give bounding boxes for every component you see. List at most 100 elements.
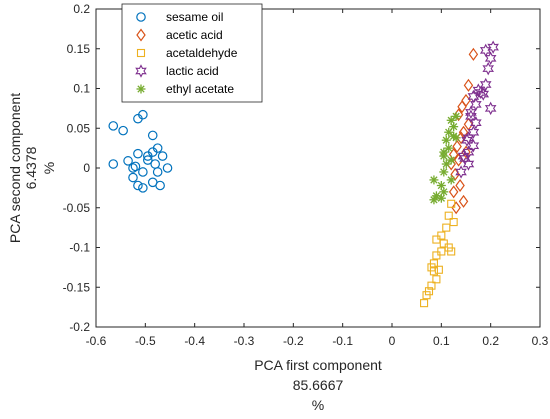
ethyl-acetate-point (429, 175, 439, 185)
lactic-acid-point (459, 151, 471, 166)
acetaldehyde-point (420, 299, 429, 308)
y-tick-label: -0.2 (69, 320, 90, 334)
ethyl-acetate-point (441, 159, 451, 169)
sesame-oil-point (108, 159, 119, 169)
legend-label-sesame-oil: sesame oil (166, 10, 223, 24)
x-tick-label: 0.1 (433, 334, 450, 348)
legend-label-acetaldehyde: acetaldehyde (166, 46, 238, 60)
ethyl-acetate-point (436, 193, 446, 203)
sesame-oil-point (128, 172, 138, 183)
ethyl-acetate-point (446, 175, 456, 185)
legend-marker-acetaldehyde (136, 48, 146, 58)
sesame-oil-point (157, 151, 168, 161)
legend-marker-sesame-oil (136, 12, 146, 22)
lactic-acid-point (470, 115, 482, 130)
y-axis-ticks: -0.2 -0.15 -0.1 -0.05 0 0.05 0.1 0.15 0.2 (63, 2, 540, 334)
lactic-acid-point (467, 125, 480, 139)
acetic-acid-point (457, 100, 467, 114)
sesame-oil-point (118, 125, 128, 136)
legend-label-ethyl-acetate: ethyl acetate (166, 82, 234, 96)
x-tick-label: 0.3 (532, 334, 549, 348)
x-axis-ticks: -0.6 -0.5 -0.4 -0.3 -0.2 -0.1 0 0.1 0.2 0.3 (86, 9, 549, 348)
x-tick-label: -0.4 (184, 334, 205, 348)
legend-marker-ethyl-acetate (136, 84, 146, 94)
sesame-oil-point (108, 121, 119, 131)
acetaldehyde-point (447, 247, 456, 256)
lactic-acid-point (487, 40, 499, 54)
sesame-oil-point (130, 161, 141, 172)
ethyl-acetate-point (449, 131, 459, 141)
ethyl-acetate-point (441, 135, 451, 145)
lactic-acid-point (455, 165, 467, 179)
ethyl-acetate-point (444, 127, 454, 137)
x-tick-label: -0.5 (135, 334, 156, 348)
x-axis-label-line-2: 85.6667 (293, 377, 344, 393)
acetic-acid-point (455, 178, 465, 193)
sesame-oil-point (138, 109, 148, 120)
sesame-oil-point (133, 148, 143, 159)
sesame-oil-point (138, 183, 148, 193)
acetaldehyde-point (449, 218, 458, 227)
sesame-oil-point (147, 177, 158, 188)
acetaldehyde-point (429, 267, 438, 276)
lactic-acid-point (484, 51, 497, 65)
acetaldehyde-point (422, 291, 431, 300)
acetaldehyde-point (427, 281, 436, 290)
x-tick-label: -0.6 (86, 334, 107, 348)
acetic-acid-point (451, 201, 461, 215)
legend-box (121, 3, 263, 103)
y-axis-label-line-3: % (41, 162, 57, 174)
y-axis-label-line-1: PCA second component (7, 93, 23, 243)
lactic-acid-point (465, 105, 477, 120)
acetaldehyde-point (429, 259, 438, 268)
sesame-oil-point (128, 163, 138, 173)
sesame-oil-point (143, 151, 153, 161)
y-tick-label: 0 (83, 161, 90, 175)
acetic-acid-point (458, 194, 469, 208)
sesame-oil-point (123, 156, 133, 166)
acetaldehyde-point (432, 275, 441, 284)
y-tick-label: -0.05 (63, 201, 91, 215)
x-tick-label: -0.3 (234, 334, 255, 348)
ethyl-acetate-point (429, 195, 439, 205)
lactic-acid-point (477, 87, 490, 101)
y-tick-label: 0.15 (67, 42, 91, 56)
acetaldehyde-point (434, 265, 443, 274)
ethyl-acetate-point (446, 155, 456, 165)
x-tick-label: 0 (389, 334, 396, 348)
y-tick-label: 0.1 (73, 82, 90, 96)
lactic-acid-point (467, 89, 480, 104)
acetic-acid-point (468, 47, 479, 61)
legend-label-lactic-acid: lactic acid (166, 64, 219, 78)
acetic-acid-point (448, 185, 459, 199)
acetaldehyde-point (447, 199, 456, 208)
sesame-oil-point (150, 159, 160, 169)
y-tick-label: 0.05 (67, 121, 91, 135)
y-tick-label: -0.1 (69, 241, 90, 255)
y-tick-label: 0.2 (73, 2, 90, 16)
x-tick-label: -0.2 (283, 334, 304, 348)
data-points (108, 40, 499, 308)
sesame-oil-point (152, 143, 163, 153)
x-axis-label-line-3: % (312, 397, 324, 413)
lactic-acid-point (484, 101, 497, 116)
ethyl-acetate-point (444, 143, 454, 153)
y-axis-label-line-2: 6.4378 (23, 146, 39, 189)
sesame-oil-point (138, 167, 148, 177)
acetaldehyde-point (432, 251, 441, 260)
x-tick-label: 0.2 (482, 334, 499, 348)
acetic-acid-point (452, 140, 462, 154)
ethyl-acetate-point (439, 151, 449, 161)
sesame-oil-point (133, 180, 143, 191)
y-tick-label: -0.15 (63, 280, 91, 294)
legend-marker-acetic-acid (136, 28, 146, 42)
lactic-acid-point (482, 61, 494, 76)
legend-marker-lactic-acid (135, 64, 147, 78)
acetaldehyde-point (442, 223, 451, 232)
legend-label-acetic-acid: acetic acid (166, 28, 223, 42)
acetaldehyde-point (444, 211, 453, 220)
acetic-acid-point (463, 78, 474, 92)
legend: sesame oil acetic acid acetaldehyde lactic … (121, 3, 263, 103)
sesame-oil-point (143, 155, 153, 165)
